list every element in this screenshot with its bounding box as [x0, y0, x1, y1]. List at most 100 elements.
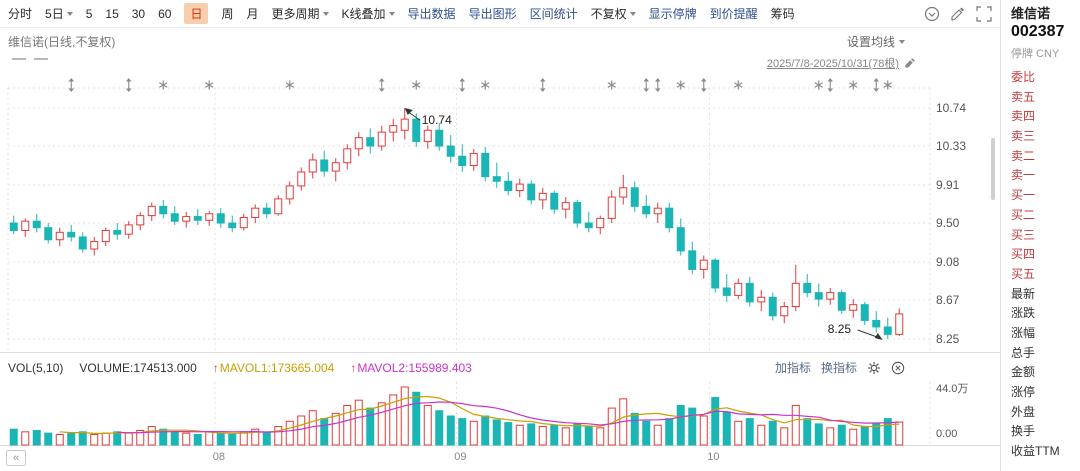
ma-settings-label: 设置均线 — [846, 35, 895, 49]
date-range-text[interactable]: 2025/7/8-2025/10/31(78根) — [766, 58, 899, 70]
more-periods-label: 更多周期 — [271, 7, 320, 21]
svg-text:9.50: 9.50 — [936, 216, 960, 230]
date-range: 2025/7/8-2025/10/31(78根) — [0, 55, 916, 71]
tab-monthly[interactable]: 月 — [246, 7, 259, 21]
toolbar: 分时 5日 5 15 30 60 日 周 月 更多周期 K线叠加 导出数据 导出… — [0, 0, 1000, 28]
draw-tool-icon[interactable] — [950, 6, 966, 22]
quote-field-label: 买三 — [1011, 227, 1036, 242]
more-periods-dropdown[interactable]: 更多周期 — [272, 5, 329, 22]
collapse-circle-icon[interactable] — [924, 6, 940, 22]
ma-settings-dropdown[interactable]: 设置均线 — [847, 33, 905, 50]
quote-field-label: 买一 — [1011, 188, 1036, 203]
ma-legend — [12, 58, 48, 60]
trading-status: 停牌 CNY — [1011, 48, 1060, 60]
svg-text:10.74: 10.74 — [422, 113, 452, 127]
x-axis: « 08 09 10 — [0, 447, 1000, 471]
quote-field-label: 卖三 — [1011, 129, 1036, 144]
chevron-down-icon — [629, 12, 636, 16]
scroll-left-button[interactable]: « — [6, 450, 26, 466]
tab-minute[interactable]: 分时 — [8, 7, 33, 21]
add-indicator-button[interactable]: 加指标 — [774, 361, 811, 375]
toolbar-icons — [924, 5, 992, 22]
svg-text:44.0万: 44.0万 — [936, 383, 968, 395]
show-suspended-button[interactable]: 显示停牌 — [648, 7, 697, 21]
candles — [9, 108, 904, 339]
mavol2-value: ↑MAVOL2:155989.403 — [350, 360, 472, 375]
adjust-mode-label: 不复权 — [590, 7, 627, 21]
quote-field-label: 总手 — [1011, 345, 1036, 360]
svg-text:8.25: 8.25 — [936, 332, 960, 346]
mavol1-value: ↑MAVOL1:173665.004 — [212, 360, 335, 375]
kline-overlay-dropdown[interactable]: K线叠加 — [342, 5, 395, 22]
price-alert-button[interactable]: 到价提醒 — [709, 7, 758, 21]
svg-text:10.33: 10.33 — [936, 139, 966, 153]
quote-field-label: 最新 — [1011, 286, 1036, 301]
stock-code: 002387 — [1011, 23, 1065, 40]
fullscreen-icon[interactable] — [976, 5, 992, 22]
up-arrow-icon: ↑ — [350, 360, 357, 375]
tab-daily[interactable]: 日 — [184, 3, 209, 24]
tab-15min[interactable]: 15 — [105, 6, 119, 21]
quote-field-label: 金额 — [1011, 365, 1036, 380]
svg-text:8.25: 8.25 — [828, 322, 852, 336]
tab-30min[interactable]: 30 — [131, 6, 146, 21]
price-chart[interactable]: 10.74 10.33 9.91 9.50 9.08 8.67 8.25 10.74 8.25 — [0, 50, 1000, 355]
x-axis-label: 10 — [707, 451, 720, 463]
quote-field-label: 涨幅 — [1011, 325, 1036, 340]
close-icon[interactable] — [891, 361, 905, 375]
scrollbar-thumb — [991, 138, 995, 200]
volume-chart[interactable]: 44.0万 0.00 — [0, 380, 1000, 447]
quote-field-label: 委比 — [1011, 70, 1036, 84]
tab-60min[interactable]: 60 — [158, 6, 172, 21]
export-image-button[interactable]: 导出图形 — [468, 7, 517, 21]
volume-value: VOLUME:174513.000 — [79, 360, 197, 375]
gear-icon[interactable] — [867, 361, 881, 375]
price-axis-labels: 10.74 10.33 9.91 9.50 9.08 8.67 8.25 — [936, 101, 966, 346]
price-grid — [0, 87, 1000, 353]
quote-field-label: 买二 — [1011, 207, 1036, 222]
mavol2-line — [117, 401, 900, 434]
tab-5min[interactable]: 5 — [85, 6, 93, 21]
kline-overlay-label: K线叠加 — [341, 7, 386, 21]
quote-field-label: 外盘 — [1011, 404, 1036, 419]
tab-5day-label: 5日 — [45, 7, 64, 21]
tab-weekly[interactable]: 周 — [221, 7, 234, 21]
chevron-down-icon — [322, 12, 329, 16]
indicator-actions: 加指标 换指标 — [775, 359, 905, 376]
quote-field-label: 涨停 — [1011, 385, 1036, 399]
svg-text:0.00: 0.00 — [936, 428, 957, 440]
x-axis-label: 09 — [454, 451, 467, 463]
quote-field-label: 涨跌 — [1011, 306, 1036, 321]
edit-icon[interactable] — [903, 57, 916, 70]
svg-text:10.74: 10.74 — [936, 101, 966, 115]
chips-button[interactable]: 筹码 — [770, 7, 795, 21]
adjust-mode-dropdown[interactable]: 不复权 — [591, 5, 636, 22]
event-markers — [68, 78, 892, 92]
quote-field-label: 换手 — [1011, 424, 1036, 439]
quote-field-label: 收益TTM — [1011, 444, 1060, 459]
volume-header: VOL(5,10) VOLUME:174513.000 ↑MAVOL1:1736… — [0, 355, 1000, 380]
export-data-button[interactable]: 导出数据 — [407, 7, 456, 21]
svg-text:9.08: 9.08 — [936, 255, 960, 269]
chevron-down-icon — [899, 40, 905, 44]
vol-indicator-label: VOL(5,10) — [8, 360, 64, 375]
quote-field-label: 买四 — [1011, 247, 1036, 262]
quote-sidebar: 维信诺 002387 停牌 CNY 委比 卖五 卖四 卖三 卖二 卖一 买一 买二 买三 买四 买五… — [1000, 0, 1080, 471]
x-axis-label: 08 — [212, 451, 225, 463]
switch-indicator-button[interactable]: 换指标 — [820, 361, 857, 375]
svg-text:9.91: 9.91 — [936, 178, 960, 192]
quote-field-label: 买五 — [1011, 266, 1036, 281]
svg-text:8.67: 8.67 — [936, 293, 960, 307]
quote-field-label: 卖四 — [1011, 109, 1036, 124]
volume-bars — [9, 386, 904, 446]
stock-name: 维信诺 — [1011, 6, 1051, 21]
chart-panel: 分时 5日 5 15 30 60 日 周 月 更多周期 K线叠加 导出数据 导出… — [0, 0, 1000, 471]
quote-field-label: 卖五 — [1011, 89, 1036, 104]
quote-field-label: 卖二 — [1011, 148, 1036, 163]
chevron-down-icon — [388, 12, 395, 16]
chart-title: 维信诺(日线,不复权) — [8, 35, 116, 49]
chart-subheader: 维信诺(日线,不复权) 设置均线 — [0, 28, 1000, 52]
up-arrow-icon: ↑ — [212, 360, 219, 375]
tab-5day-dropdown[interactable]: 5日 — [45, 5, 73, 22]
range-stats-button[interactable]: 区间统计 — [529, 7, 578, 21]
